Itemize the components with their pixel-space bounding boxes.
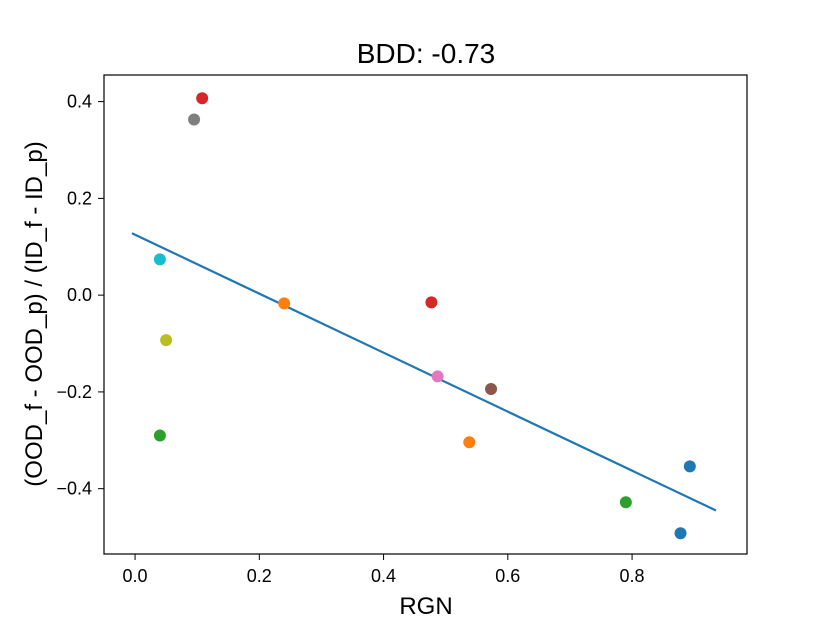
data-point xyxy=(188,113,201,126)
y-axis-ticks: −0.4 −0.2 0.0 0.2 0.4 xyxy=(56,92,104,499)
data-point xyxy=(683,460,696,473)
y-axis-label: (OOD_f - OOD_p) / (ID_f - ID_p) xyxy=(21,141,48,486)
data-point xyxy=(485,383,498,396)
data-point xyxy=(425,296,438,309)
fit-line-group xyxy=(131,232,717,512)
y-tick-label: 0.2 xyxy=(67,188,92,208)
x-tick-label: 0.4 xyxy=(371,566,396,586)
data-points xyxy=(153,92,696,540)
y-tick-label: −0.2 xyxy=(56,382,92,402)
plot-area-frame xyxy=(103,74,748,555)
y-tick-label: −0.4 xyxy=(56,479,92,499)
x-axis-label: RGN xyxy=(399,593,452,620)
data-point xyxy=(278,297,291,310)
data-point xyxy=(196,92,209,105)
x-tick-label: 0.8 xyxy=(620,566,645,586)
y-tick-label: 0.4 xyxy=(67,92,92,112)
data-point xyxy=(619,496,632,509)
x-tick-label: 0.6 xyxy=(495,566,520,586)
data-point xyxy=(153,429,166,442)
chart-title: BDD: -0.73 xyxy=(357,38,496,69)
y-tick-label: 0.0 xyxy=(67,285,92,305)
data-point xyxy=(463,436,476,449)
fit-line xyxy=(131,232,717,512)
x-tick-label: 0.2 xyxy=(247,566,272,586)
data-point xyxy=(431,370,444,383)
x-axis-ticks: 0.0 0.2 0.4 0.6 0.8 xyxy=(123,554,645,586)
data-point xyxy=(160,334,173,347)
x-tick-label: 0.0 xyxy=(123,566,148,586)
data-point xyxy=(674,527,687,540)
data-point xyxy=(153,253,166,266)
